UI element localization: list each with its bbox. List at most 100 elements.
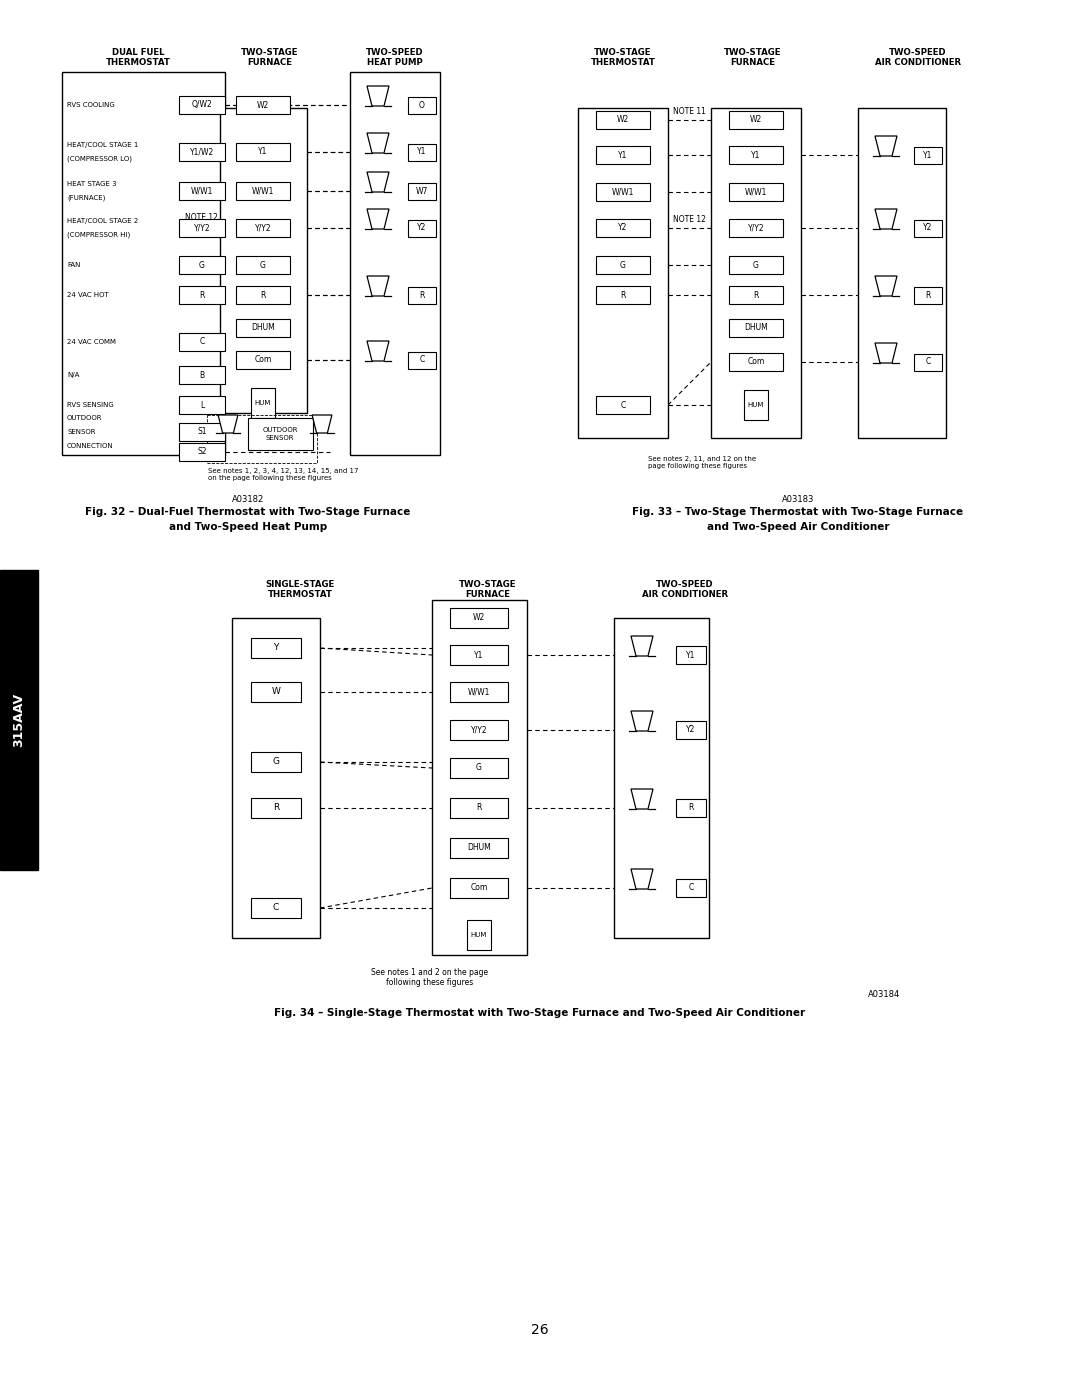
Text: R: R (200, 291, 205, 299)
Text: See notes 1, 2, 3, 4, 12, 13, 14, 15, and 17
on the page following these figures: See notes 1, 2, 3, 4, 12, 13, 14, 15, an… (208, 468, 359, 481)
Bar (596, 110, 650, 129)
Text: A03183: A03183 (782, 495, 814, 504)
Text: SINGLE-STAGE
THERMOSTAT: SINGLE-STAGE THERMOSTAT (266, 580, 335, 599)
Text: RVS SENSING: RVS SENSING (67, 402, 113, 408)
Text: L: L (200, 401, 204, 409)
Text: Y1: Y1 (686, 651, 696, 659)
Bar (408, 96, 436, 113)
Bar (251, 798, 301, 819)
Bar (179, 286, 225, 305)
Text: DHUM: DHUM (744, 324, 768, 332)
Text: W: W (271, 687, 281, 697)
Text: TWO-STAGE
FURNACE: TWO-STAGE FURNACE (459, 580, 516, 599)
Text: NOTE 12: NOTE 12 (673, 215, 706, 225)
Text: W7: W7 (416, 187, 428, 196)
Text: W/W1: W/W1 (611, 187, 634, 197)
Polygon shape (367, 341, 389, 360)
Text: (COMPRESSOR HI): (COMPRESSOR HI) (67, 232, 131, 239)
Text: W/W1: W/W1 (468, 687, 490, 697)
Bar (237, 256, 291, 274)
Bar (232, 617, 320, 937)
Bar (450, 645, 508, 665)
Bar (251, 388, 275, 418)
Text: C: C (273, 904, 279, 912)
Text: DHUM: DHUM (252, 324, 275, 332)
Text: N/A: N/A (67, 372, 79, 379)
Text: Y/Y2: Y/Y2 (193, 224, 211, 232)
Polygon shape (367, 277, 389, 296)
Bar (615, 617, 708, 937)
Bar (729, 147, 783, 163)
Text: and Two-Speed Heat Pump: and Two-Speed Heat Pump (168, 522, 327, 532)
Bar (237, 319, 291, 337)
Bar (450, 838, 508, 858)
Text: R: R (419, 291, 424, 299)
Text: 315AAV: 315AAV (13, 693, 26, 747)
Bar (251, 638, 301, 658)
Polygon shape (875, 277, 897, 296)
Text: Y1: Y1 (417, 148, 427, 156)
Bar (0, 570, 38, 870)
Text: Y2: Y2 (417, 224, 427, 232)
Text: HEAT/COOL STAGE 2: HEAT/COOL STAGE 2 (67, 218, 138, 224)
Bar (744, 390, 768, 420)
Bar (450, 759, 508, 778)
Text: Y1: Y1 (619, 151, 627, 159)
Text: CONNECTION: CONNECTION (67, 443, 113, 448)
Polygon shape (875, 136, 897, 156)
Polygon shape (631, 636, 653, 657)
Text: (FURNACE): (FURNACE) (67, 194, 106, 201)
Text: C: C (419, 355, 424, 365)
Bar (450, 719, 508, 740)
Text: C: C (926, 358, 931, 366)
Text: HEAT STAGE 3: HEAT STAGE 3 (67, 182, 117, 187)
Bar (450, 608, 508, 629)
Bar (729, 353, 783, 372)
Text: G: G (620, 260, 626, 270)
Text: W2: W2 (750, 116, 762, 124)
Polygon shape (875, 210, 897, 229)
Text: R: R (476, 803, 482, 813)
Bar (237, 142, 291, 161)
Text: SENSOR: SENSOR (67, 429, 95, 434)
Bar (729, 110, 783, 129)
Text: TWO-SPEED
AIR CONDITIONER: TWO-SPEED AIR CONDITIONER (642, 580, 728, 599)
Bar (179, 443, 225, 461)
Text: W/W1: W/W1 (252, 187, 274, 196)
Text: See notes 2, 11, and 12 on the
page following these figures: See notes 2, 11, and 12 on the page foll… (648, 455, 756, 469)
Polygon shape (312, 415, 332, 433)
Text: Y/Y2: Y/Y2 (747, 224, 765, 232)
Text: FAN: FAN (67, 263, 80, 268)
Text: G: G (272, 757, 280, 767)
Bar (248, 418, 313, 450)
Bar (711, 108, 801, 439)
Bar (858, 108, 946, 439)
Text: W/W1: W/W1 (745, 187, 767, 197)
Text: DUAL FUEL
THERMOSTAT: DUAL FUEL THERMOSTAT (106, 47, 171, 67)
Text: C: C (200, 338, 204, 346)
Bar (450, 682, 508, 703)
Text: W2: W2 (257, 101, 269, 109)
Bar (729, 286, 783, 305)
Text: and Two-Speed Air Conditioner: and Two-Speed Air Conditioner (706, 522, 889, 532)
Text: R: R (926, 291, 931, 299)
Bar (914, 219, 942, 236)
Text: B: B (200, 370, 204, 380)
Bar (350, 73, 440, 455)
Text: R: R (620, 291, 625, 299)
Bar (596, 147, 650, 163)
Text: Y2: Y2 (619, 224, 627, 232)
Text: G: G (753, 260, 759, 270)
Text: HUM: HUM (255, 400, 271, 407)
Text: Y/Y2: Y/Y2 (471, 725, 487, 735)
Text: 24 VAC HOT: 24 VAC HOT (67, 292, 109, 298)
Bar (729, 219, 783, 237)
Bar (179, 142, 225, 161)
Bar (237, 96, 291, 115)
Text: S2: S2 (198, 447, 206, 457)
Polygon shape (875, 344, 897, 363)
Bar (578, 108, 669, 439)
Bar (596, 395, 650, 414)
Text: C: C (688, 883, 693, 893)
Bar (408, 183, 436, 200)
